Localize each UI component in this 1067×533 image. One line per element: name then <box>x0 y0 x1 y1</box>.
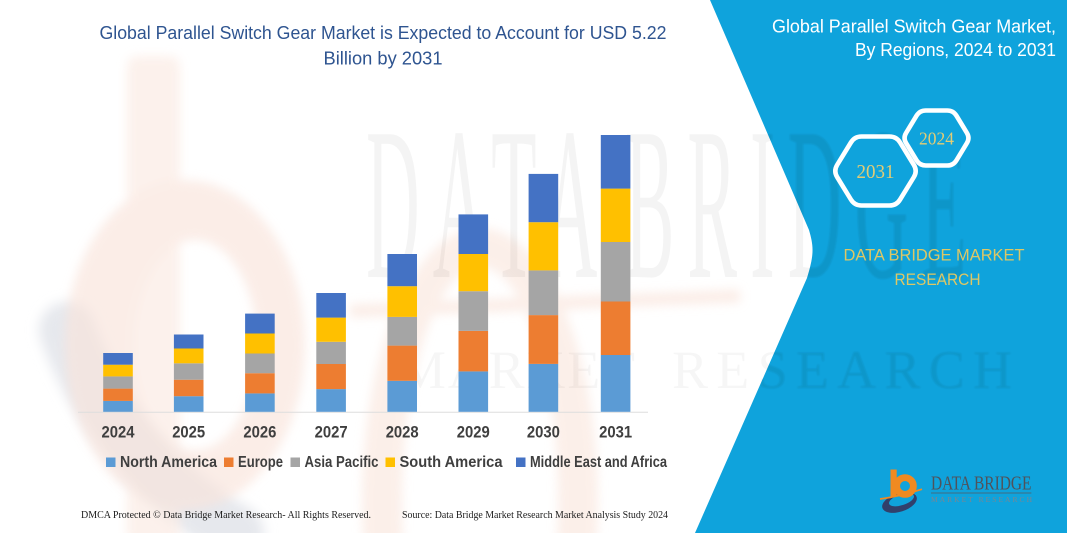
svg-text:MARKET RESEARCH: MARKET RESEARCH <box>931 495 1033 504</box>
svg-text:Asia Pacific: Asia Pacific <box>305 454 379 471</box>
svg-text:Source: Data Bridge Market Res: Source: Data Bridge Market Research Mark… <box>402 510 669 521</box>
svg-text:DATA BRIDGE: DATA BRIDGE <box>931 473 1032 495</box>
svg-text:North America: North America <box>120 454 217 471</box>
svg-text:2029: 2029 <box>457 423 490 441</box>
svg-text:MARKET: MARKET <box>398 340 635 400</box>
svg-text:2031: 2031 <box>599 423 632 441</box>
svg-text:Global Parallel Switch Gear Ma: Global Parallel Switch Gear Market is Ex… <box>100 22 667 43</box>
svg-text:2024: 2024 <box>919 129 954 149</box>
svg-text:2024: 2024 <box>102 423 136 441</box>
svg-text:2031: 2031 <box>857 161 895 183</box>
svg-text:RESEARCH: RESEARCH <box>895 270 981 289</box>
svg-text:South America: South America <box>400 454 503 471</box>
svg-text:DMCA Protected © Data Bridge M: DMCA Protected © Data Bridge Market Rese… <box>81 510 371 521</box>
svg-text:Europe: Europe <box>238 454 283 471</box>
svg-text:2028: 2028 <box>386 423 419 441</box>
svg-text:By Regions, 2024 to 2031: By Regions, 2024 to 2031 <box>855 39 1056 60</box>
svg-text:2030: 2030 <box>527 423 560 441</box>
svg-text:Global Parallel Switch Gear Ma: Global Parallel Switch Gear Market, <box>772 15 1056 36</box>
svg-text:2027: 2027 <box>315 423 348 441</box>
svg-text:Middle East and Africa: Middle East and Africa <box>530 454 667 471</box>
svg-text:2025: 2025 <box>172 423 205 441</box>
svg-text:DATA BRIDGE MARKET: DATA BRIDGE MARKET <box>844 246 1025 265</box>
svg-text:2026: 2026 <box>243 423 276 441</box>
svg-text:Billion by 2031: Billion by 2031 <box>324 48 443 69</box>
